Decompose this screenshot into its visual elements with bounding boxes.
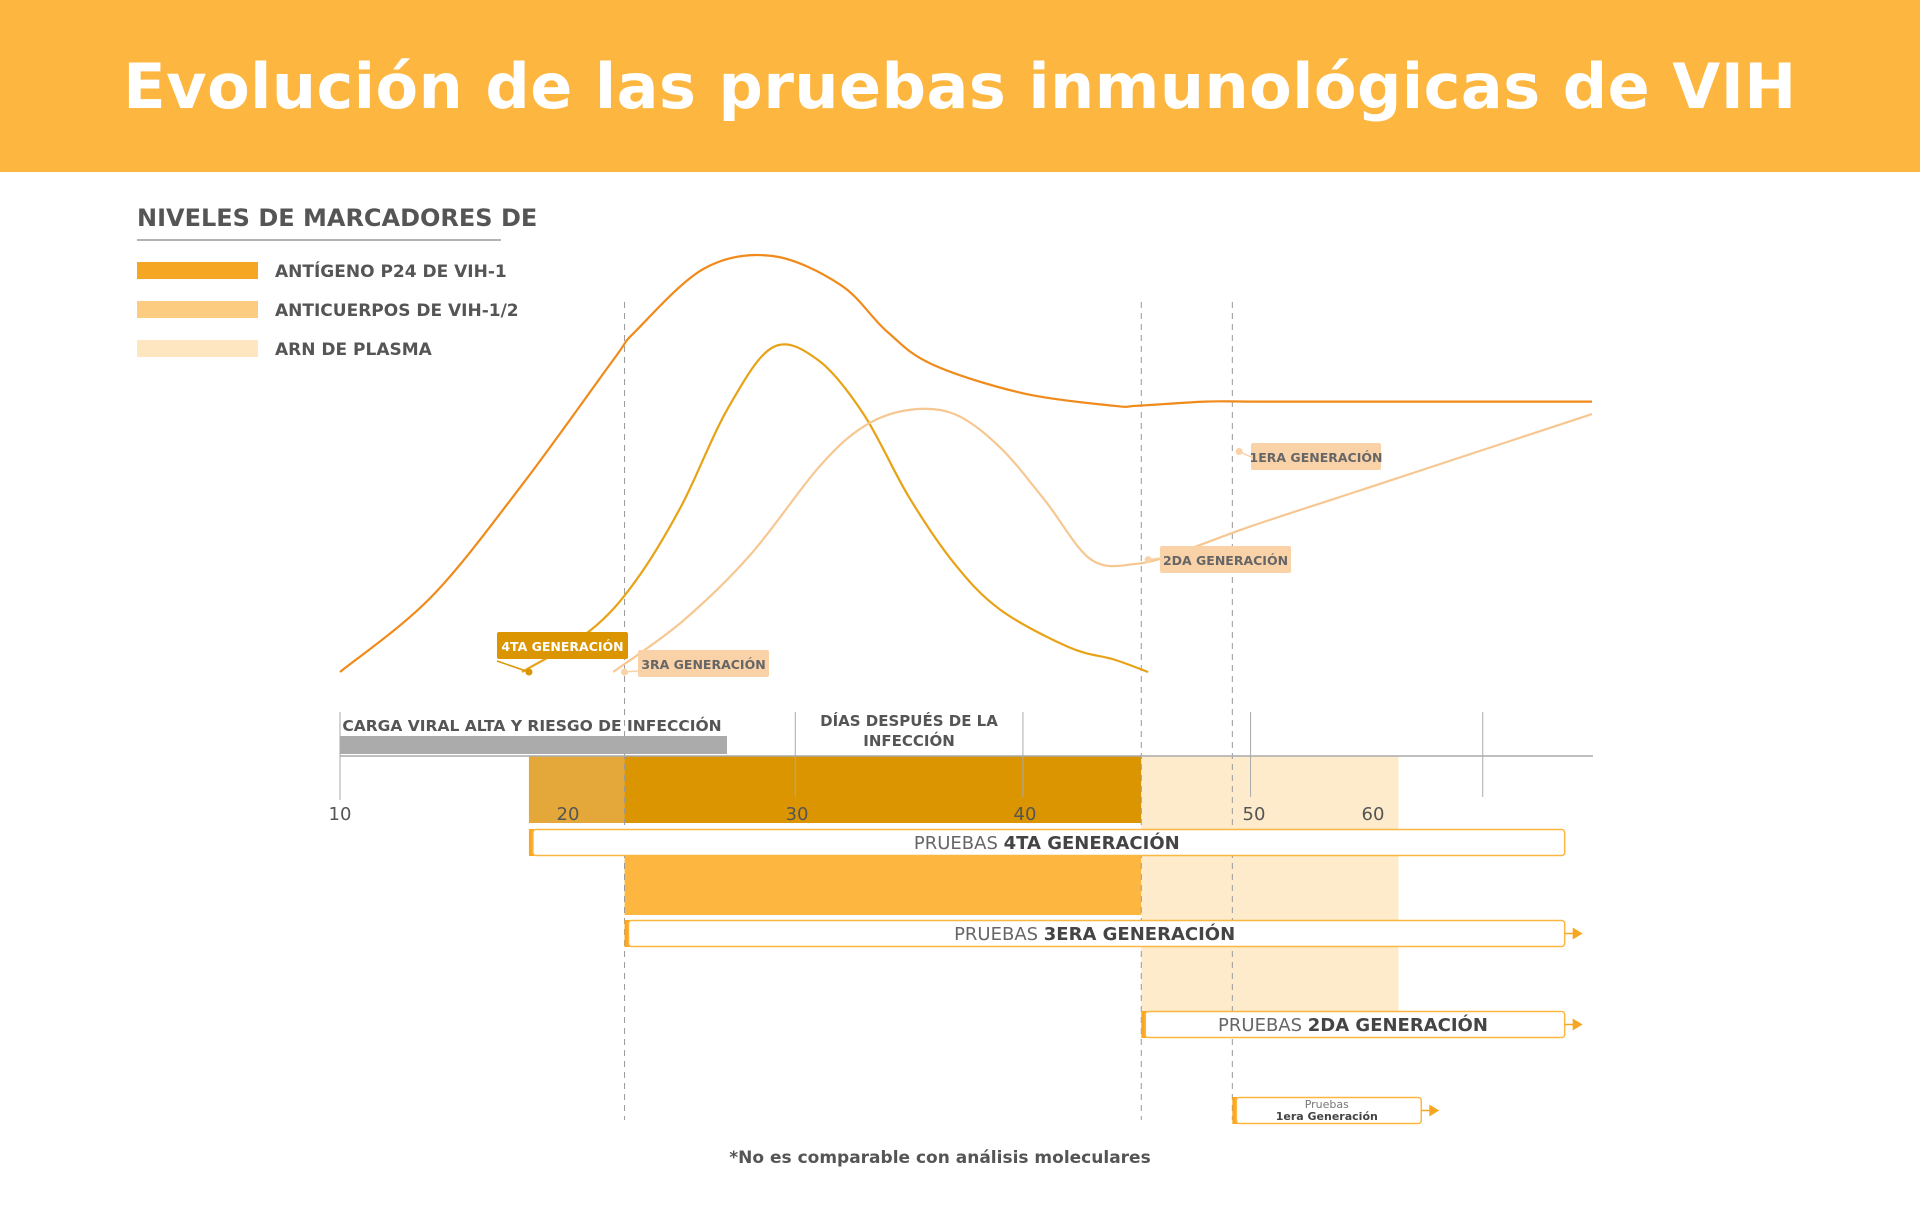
legend: NIVELES DE MARCADORES DE ANTÍGENO P24 DE … <box>137 204 537 360</box>
annotation-box-3 <box>1251 443 1381 470</box>
test-name-0: 4TA GENERACIÓN <box>1004 832 1180 854</box>
x-tick-10: 10 <box>329 804 352 825</box>
curve-light <box>612 407 1593 673</box>
window-gen3 <box>624 853 1142 915</box>
marker-curves <box>339 253 1593 674</box>
x-tick-60: 60 <box>1362 804 1385 825</box>
legend-swatch-1 <box>137 301 258 318</box>
annotation-dot-3 <box>1235 448 1243 456</box>
annotation-label-0: 4TA GENERACIÓN <box>501 639 623 654</box>
test-marker-3 <box>1232 1097 1238 1124</box>
test-marker-2 <box>1141 1011 1147 1038</box>
legend-label-0: ANTÍGENO P24 DE VIH-1 <box>275 260 507 282</box>
test-label-0: PRUEBAS 4TA GENERACIÓN <box>914 832 1180 854</box>
page-title: Evolución de las pruebas inmunológicas d… <box>123 49 1797 123</box>
x-tick-20: 20 <box>557 804 580 825</box>
legend-swatch-2 <box>137 340 258 357</box>
test-bar-0 <box>532 828 1566 857</box>
test-label-2: PRUEBAS 2DA GENERACIÓN <box>1218 1014 1488 1036</box>
legend-label-1: ANTICUERPOS DE VIH-1/2 <box>275 301 519 321</box>
title-banner: Evolución de las pruebas inmunológicas d… <box>0 0 1920 172</box>
annotation-dot-0 <box>525 668 533 676</box>
test-arrow-head-3 <box>1429 1104 1440 1117</box>
test-arrow-head-2 <box>1572 1018 1583 1031</box>
test-prefix-0: PRUEBAS <box>914 833 1004 854</box>
legend-label-2: ARN DE PLASMA <box>275 340 433 360</box>
x-axis-label-line-1: DÍAS DESPUÉS DE LA <box>820 711 998 730</box>
test-prefix-3: Pruebas <box>1305 1098 1349 1111</box>
annotation-leader-0 <box>496 660 530 673</box>
test-label-1: PRUEBAS 3ERA GENERACIÓN <box>954 923 1235 945</box>
window-gen4_light <box>528 756 625 823</box>
risk-label: CARGA VIRAL ALTA Y RIESGO DE INFECCIÓN <box>342 716 721 735</box>
test-name-1: 3ERA GENERACIÓN <box>1044 923 1235 945</box>
x-tick-50: 50 <box>1243 804 1266 825</box>
annotation-dot-1 <box>621 668 629 676</box>
curve-mid <box>521 343 1149 674</box>
x-tick-30: 30 <box>786 804 809 825</box>
annotation-box-1 <box>638 650 769 677</box>
annotation-label-1: 3RA GENERACIÓN <box>641 657 765 672</box>
x-axis-label-line-2: INFECCIÓN <box>863 731 955 750</box>
x-axis: 10 20 30 40 50 60 DÍAS DESPUÉS DE LA INFECCIÓN C… <box>329 711 1593 825</box>
footnote: *No es comparable con análisis molecular… <box>729 1148 1150 1168</box>
grid-lines <box>339 302 1484 1120</box>
test-prefix-1: PRUEBAS <box>954 924 1044 945</box>
test-name-2: 2DA GENERACIÓN <box>1308 1014 1488 1036</box>
test-marker-0 <box>528 829 534 856</box>
curve-dark <box>339 253 1592 673</box>
annotation-box-0 <box>497 632 628 659</box>
legend-title: NIVELES DE MARCADORES DE <box>137 204 537 232</box>
legend-swatch-0 <box>137 262 258 279</box>
annotation-box-2 <box>1160 546 1291 573</box>
x-tick-40: 40 <box>1014 804 1037 825</box>
window-gen2 <box>1141 756 1399 1034</box>
risk-bar <box>340 736 727 754</box>
test-name-3: 1era Generación <box>1276 1110 1378 1123</box>
test-arrow-head-1 <box>1572 927 1583 940</box>
annotation-dot-2 <box>1144 556 1152 564</box>
annotations: 4TA GENERACIÓN 3RA GENERACIÓN 2DA GENERACI… <box>496 443 1383 677</box>
annotation-label-2: 2DA GENERACIÓN <box>1163 553 1288 568</box>
x-axis-label: DÍAS DESPUÉS DE LA INFECCIÓN <box>820 711 998 750</box>
annotation-label-3: 1ERA GENERACIÓN <box>1250 450 1383 465</box>
test-marker-1 <box>624 920 630 947</box>
window-gen4_dark <box>624 756 1142 823</box>
window-periods <box>528 756 1399 1034</box>
test-prefix-2: PRUEBAS <box>1218 1015 1308 1036</box>
